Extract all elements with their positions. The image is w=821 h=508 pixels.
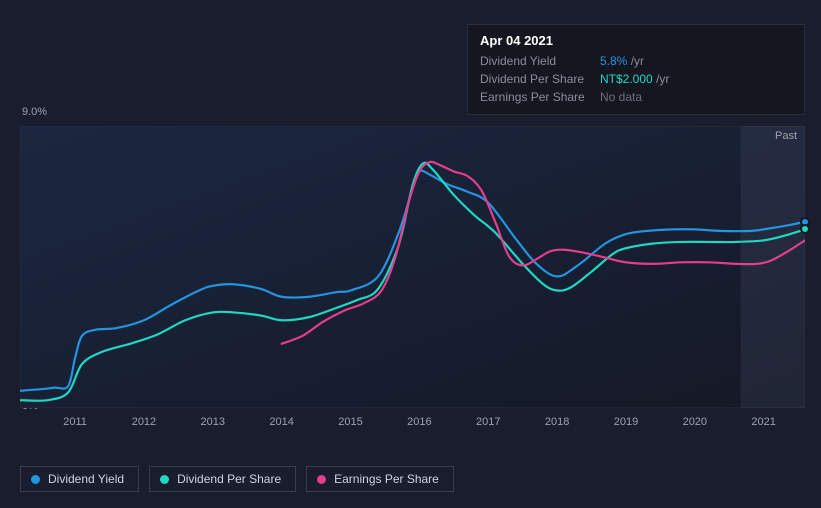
x-tick-label: 2017 [476, 416, 500, 428]
tooltip-label: Dividend Yield [480, 54, 600, 68]
past-band-label: Past [775, 130, 797, 142]
tooltip-label: Dividend Per Share [480, 72, 600, 86]
x-tick-label: 2014 [269, 416, 293, 428]
x-tick-label: 2013 [201, 416, 225, 428]
x-axis-ticks: 2011 2012 2013 2014 2015 2016 2017 2018 2019 2020… [20, 416, 805, 432]
legend-label: Dividend Yield [48, 472, 124, 486]
x-tick-label: 2016 [407, 416, 431, 428]
tooltip-value: No data [600, 90, 792, 104]
chart-legend: Dividend Yield Dividend Per Share Earnin… [20, 466, 454, 492]
legend-label: Earnings Per Share [334, 472, 439, 486]
y-axis-max-label: 9.0% [22, 106, 47, 118]
chart-tooltip: Apr 04 2021 Dividend Yield 5.8% /yr Divi… [467, 24, 805, 115]
swatch-icon [31, 475, 40, 484]
x-tick-label: 2018 [545, 416, 569, 428]
chart-area: 9.0% 0% Past 201120122013201420152016201… [20, 108, 805, 428]
tooltip-row: Dividend Yield 5.8% /yr [480, 52, 792, 70]
x-tick-label: 2015 [338, 416, 362, 428]
legend-item-dividend-per-share[interactable]: Dividend Per Share [149, 466, 296, 492]
series-end-marker [800, 224, 810, 234]
tooltip-value: NT$2.000 /yr [600, 72, 792, 86]
tooltip-date: Apr 04 2021 [480, 33, 792, 48]
swatch-icon [160, 475, 169, 484]
tooltip-row: Earnings Per Share No data [480, 88, 792, 106]
legend-item-earnings-per-share[interactable]: Earnings Per Share [306, 466, 454, 492]
legend-item-dividend-yield[interactable]: Dividend Yield [20, 466, 139, 492]
tooltip-label: Earnings Per Share [480, 90, 600, 104]
x-tick-label: 2019 [614, 416, 638, 428]
x-tick-label: 2011 [63, 416, 87, 428]
x-tick-label: 2021 [751, 416, 775, 428]
tooltip-value: 5.8% /yr [600, 54, 792, 68]
x-tick-label: 2020 [683, 416, 707, 428]
swatch-icon [317, 475, 326, 484]
legend-label: Dividend Per Share [177, 472, 281, 486]
tooltip-row: Dividend Per Share NT$2.000 /yr [480, 70, 792, 88]
line-chart-svg [20, 126, 805, 408]
plot-region[interactable]: Past [20, 126, 805, 408]
x-tick-label: 2012 [132, 416, 156, 428]
